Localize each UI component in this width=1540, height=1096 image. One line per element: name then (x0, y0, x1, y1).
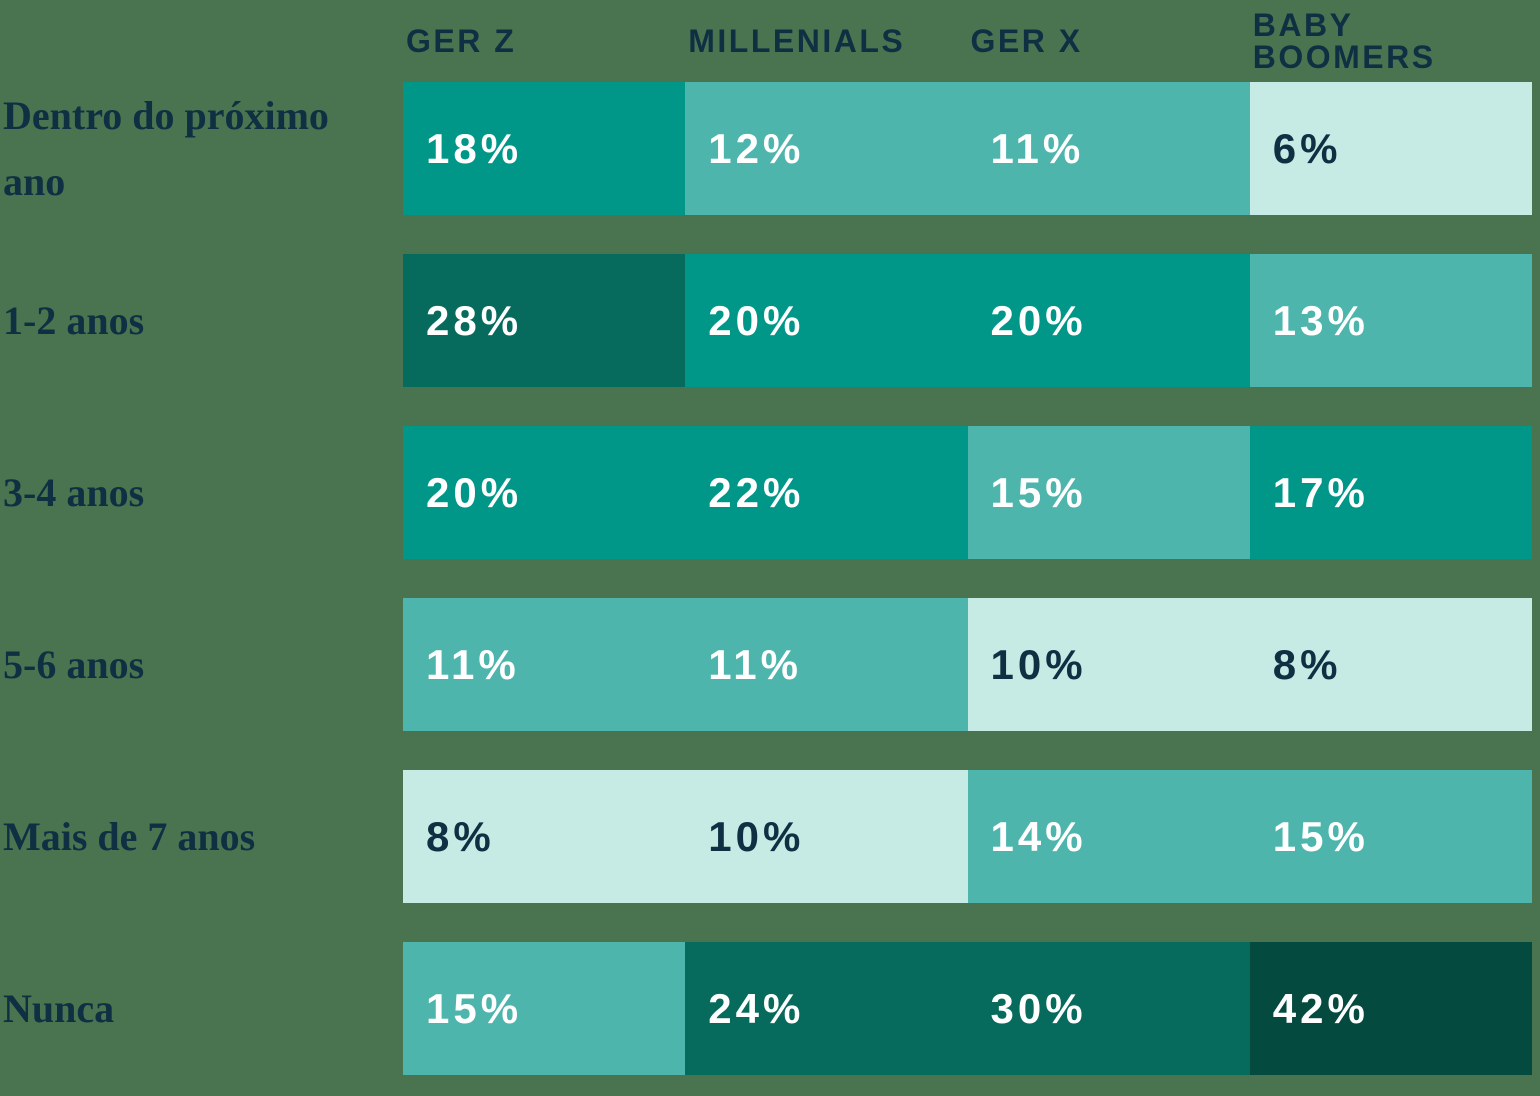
chart-rows: Dentro do próximo ano 18% 12% 11% 6% 1-2 anos… (0, 82, 1540, 1075)
table-row: 3-4 anos 20% 22% 15% 17% (0, 426, 1532, 559)
value-cell: 15% (1249, 770, 1532, 903)
row-label: Mais de 7 anos (3, 813, 256, 859)
value-cell: 6% (1249, 82, 1532, 215)
cell-value: 11% (426, 640, 520, 688)
cell-value: 28% (426, 296, 523, 344)
value-cell: 11% (403, 598, 686, 731)
cell-value: 10% (708, 812, 805, 860)
table-row: Mais de 7 anos 8% 10% 14% 15% (0, 770, 1532, 903)
cell-value: 24% (708, 984, 805, 1032)
cell-value: 14% (990, 812, 1087, 860)
column-header-baby-boomers: BABY BOOMERS (1252, 7, 1436, 75)
table-row: Nunca 15% 24% 30% 42% (0, 942, 1532, 1075)
value-cell: 15% (967, 426, 1250, 559)
cell-value: 18% (426, 124, 523, 172)
cell-value: 11% (990, 124, 1085, 172)
value-cell: 17% (1249, 426, 1532, 559)
value-cell: 42% (1249, 942, 1532, 1075)
value-cell: 13% (1249, 254, 1532, 387)
value-cell: 20% (967, 254, 1250, 387)
cell-value: 13% (1272, 296, 1369, 344)
cell-value: 17% (1272, 468, 1369, 516)
value-cell: 8% (403, 770, 686, 903)
value-cell: 11% (685, 598, 968, 731)
value-cell: 28% (403, 254, 686, 387)
value-cell: 24% (685, 942, 968, 1075)
cell-value: 20% (708, 296, 805, 344)
row-label: 3-4 anos (3, 469, 145, 515)
column-header-ger-z: GER Z (406, 23, 517, 59)
column-header-ger-x: GER X (970, 23, 1083, 59)
value-cell: 11% (967, 82, 1250, 215)
value-cell: 8% (1249, 598, 1532, 731)
cell-value: 15% (990, 468, 1087, 516)
cell-value: 8% (1272, 640, 1342, 688)
value-cell: 22% (685, 426, 968, 559)
cell-value: 10% (990, 640, 1087, 688)
value-cell: 18% (403, 82, 686, 215)
table-row: 1-2 anos 28% 20% 20% 13% (0, 254, 1532, 387)
cell-value: 11% (708, 640, 802, 688)
cell-value: 22% (708, 468, 805, 516)
value-cell: 12% (685, 82, 968, 215)
row-label: Dentro do próximo ano (3, 92, 329, 204)
value-cell: 30% (967, 942, 1250, 1075)
value-cell: 20% (403, 426, 686, 559)
cell-value: 6% (1272, 124, 1342, 172)
value-cell: 10% (967, 598, 1250, 731)
value-cell: 15% (403, 942, 686, 1075)
row-label: Nunca (3, 985, 115, 1031)
value-cell: 20% (685, 254, 968, 387)
table-row: Dentro do próximo ano 18% 12% 11% 6% (0, 82, 1532, 215)
cell-value: 15% (426, 984, 523, 1032)
column-header-row: GER Z MILLENIALS GER X BABY BOOMERS (0, 0, 1532, 82)
row-label: 1-2 anos (3, 297, 145, 343)
value-cell: 14% (967, 770, 1250, 903)
cell-value: 42% (1272, 984, 1369, 1032)
row-label: 5-6 anos (3, 641, 145, 687)
table-row: 5-6 anos 11% 11% 10% 8% (0, 598, 1532, 731)
cell-value: 20% (426, 468, 523, 516)
cell-value: 30% (990, 984, 1087, 1032)
value-cell: 10% (685, 770, 968, 903)
cell-value: 15% (1272, 812, 1369, 860)
cell-value: 20% (990, 296, 1087, 344)
cell-value: 8% (426, 812, 495, 860)
column-header-millenials: MILLENIALS (688, 23, 906, 59)
cell-value: 12% (708, 124, 805, 172)
